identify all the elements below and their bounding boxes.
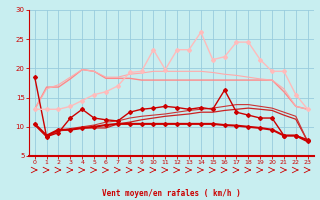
Text: Vent moyen/en rafales ( km/h ): Vent moyen/en rafales ( km/h )	[102, 189, 241, 198]
